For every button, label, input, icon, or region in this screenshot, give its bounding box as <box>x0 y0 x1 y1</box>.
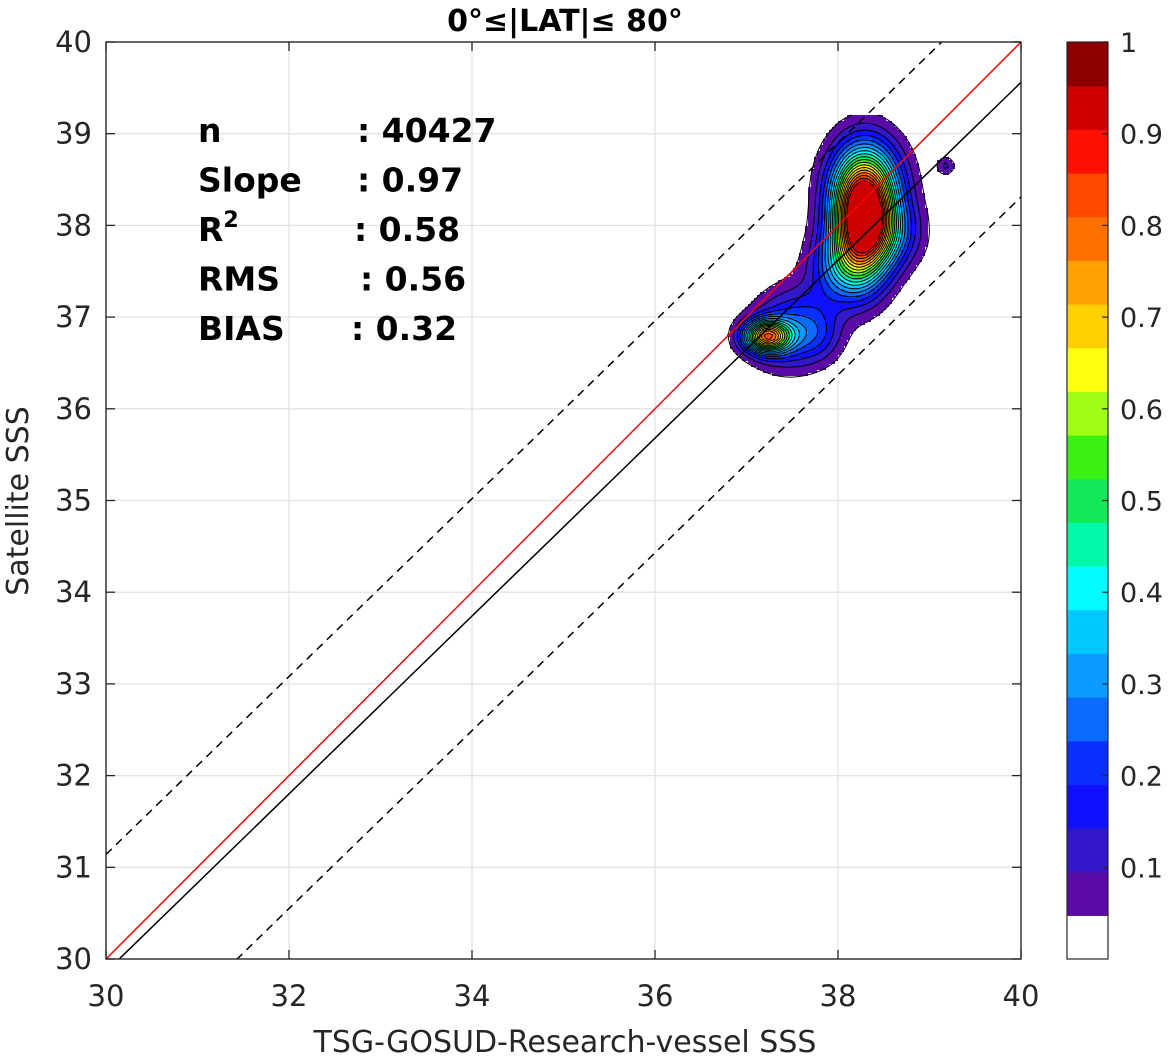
x-tick-label: 36 <box>637 979 674 1013</box>
axes: 30 32 34 36 38 40 30 31 32 33 34 35 36 37 38 39 40 <box>55 25 1039 1013</box>
identity-line <box>106 42 1021 959</box>
y-tick-label: 37 <box>55 300 92 334</box>
y-tick-label: 31 <box>55 850 92 884</box>
y-tick-label: 36 <box>55 392 92 426</box>
stat-value: : 0.32 <box>351 309 457 348</box>
density-band <box>733 124 949 367</box>
contour-line <box>741 139 909 358</box>
colorbar-tick-label: 0.4 <box>1120 578 1163 609</box>
colorbar-segment <box>1067 304 1108 349</box>
contour-line <box>750 156 897 350</box>
colorbar-segment <box>1067 129 1108 174</box>
contour-line <box>747 150 901 353</box>
stat-value: : 40427 <box>357 111 497 150</box>
density-band <box>763 175 886 340</box>
colorbar-tick-label: 0.6 <box>1120 395 1163 426</box>
density-band <box>847 181 883 253</box>
colorbar-segment <box>1067 915 1108 960</box>
y-tick-label: 32 <box>55 759 92 793</box>
colorbar-segment <box>1067 566 1108 611</box>
contour-line <box>748 153 899 351</box>
x-tick-label: 34 <box>454 979 491 1013</box>
colorbar-segment <box>1067 85 1108 130</box>
colorbar-segment <box>1067 391 1108 436</box>
contour-line <box>756 167 891 345</box>
contour-line <box>743 143 906 356</box>
colorbar-tick-label: 1 <box>1120 28 1137 59</box>
stat-name: RMS <box>198 260 280 299</box>
contour-line <box>736 129 917 363</box>
colorbar-segment <box>1067 740 1108 785</box>
colorbar-segment <box>1067 478 1108 523</box>
colorbar: 0.1 0.2 0.3 0.4 0.5 0.6 0.7 0.8 0.9 1 <box>1066 28 1163 960</box>
upper-bound-line <box>106 42 943 855</box>
colorbar-tick-label: 0.9 <box>1120 120 1163 151</box>
contour-line <box>745 146 904 354</box>
regression-line <box>118 81 1021 959</box>
colorbar-segment <box>1067 871 1108 916</box>
colorbar-tick-label: 0.3 <box>1120 670 1163 701</box>
x-tick-label: 32 <box>271 979 308 1013</box>
colorbar-tick-label: 0.1 <box>1120 853 1163 884</box>
x-axis-label: TSG-GOSUD-Research-vessel SSS <box>313 1025 817 1055</box>
density-band <box>742 139 907 355</box>
colorbar-tick-label: 0.5 <box>1120 487 1163 518</box>
colorbar-segment <box>1067 216 1108 261</box>
stat-value: : 0.56 <box>360 260 466 299</box>
colorbar-segment <box>1067 347 1108 392</box>
colorbar-segment <box>1067 522 1108 567</box>
colorbar-segment <box>1067 435 1108 480</box>
colorbar-segment <box>1067 42 1108 87</box>
colorbar-segment <box>1067 653 1108 698</box>
contour-line <box>727 114 955 378</box>
stat-value: : 0.58 <box>354 210 460 249</box>
colorbar-segment <box>1067 828 1108 873</box>
stat-name: Slope <box>198 161 302 200</box>
stat-name: BIAS <box>198 309 285 348</box>
stats-annotation: n : 40427 Slope : 0.97 R2 : 0.58 RMS : 0.56 BIAS… <box>198 111 497 348</box>
contour-line <box>755 164 892 347</box>
colorbar-segment <box>1067 173 1108 218</box>
y-tick-label: 38 <box>55 208 92 242</box>
y-axis-label: Satellite SSS <box>1 406 36 596</box>
colorbar-segment <box>1067 697 1108 742</box>
stat-superscript: 2 <box>223 208 238 233</box>
y-tick-label: 34 <box>55 575 92 609</box>
lower-bound-line <box>236 196 1021 959</box>
colorbar-tick-label: 0.8 <box>1120 211 1163 242</box>
fit-lines <box>106 42 1021 959</box>
colorbar-tick-label: 0.7 <box>1120 303 1163 334</box>
y-tick-label: 40 <box>55 25 92 59</box>
colorbar-tick-label: 0.2 <box>1120 762 1163 793</box>
contour-line <box>763 174 886 340</box>
x-tick-label: 40 <box>1003 979 1040 1013</box>
x-tick-label: 30 <box>88 979 125 1013</box>
plot-frame <box>105 41 1022 960</box>
contour-line <box>753 161 894 348</box>
y-tick-label: 35 <box>55 484 92 518</box>
stat-name: R2 <box>198 208 239 249</box>
y-tick-label: 39 <box>55 117 92 151</box>
contour-line <box>846 180 883 254</box>
y-tick-label: 33 <box>55 667 92 701</box>
y-tick-label: 30 <box>55 942 92 976</box>
stat-name: n <box>198 111 222 150</box>
chart-title: 0°≤|LAT|≤ 80° <box>447 4 683 39</box>
stat-value: : 0.97 <box>357 161 463 200</box>
density-contours <box>727 114 955 378</box>
contour-line <box>751 159 896 349</box>
x-tick-label: 38 <box>820 979 857 1013</box>
colorbar-segment <box>1067 784 1108 829</box>
colorbar-segment <box>1067 609 1108 654</box>
colorbar-segment <box>1067 260 1108 305</box>
